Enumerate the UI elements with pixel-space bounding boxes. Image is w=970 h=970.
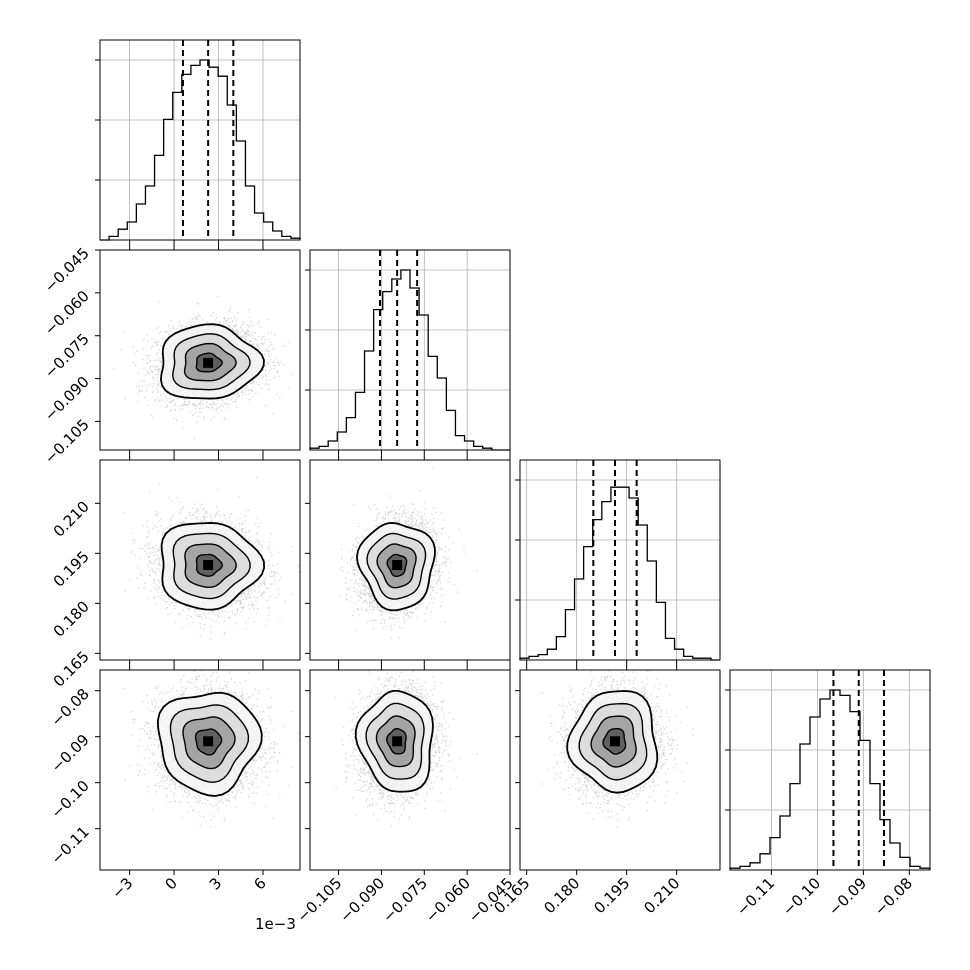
hist-panel-0 (95, 39, 301, 241)
scatter-frame-2-0 (99, 459, 301, 661)
x-tick-label-0-1: 0 (161, 874, 180, 893)
scatter-panel-2-0 (95, 455, 301, 665)
density-peak-2-1 (392, 560, 403, 570)
x-offset-label: 1e−3 (255, 915, 296, 933)
y-tick-label-2-1: 0.180 (50, 597, 93, 640)
y-tick-label-1-2: −0.075 (41, 330, 93, 382)
y-tick-label-2-3: 0.210 (50, 497, 93, 540)
hist-frame-2 (519, 459, 721, 661)
hist-frame-0 (99, 39, 301, 241)
x-tick-label-1-2: −0.075 (379, 874, 431, 926)
scatter-inner-2-0 (123, 476, 300, 640)
scatter-frame-3-2 (519, 669, 721, 871)
hist-panel-1 (305, 249, 511, 451)
x-tick-label-0-2: 3 (206, 874, 225, 893)
x-tick-label-2-1: 0.180 (540, 874, 583, 917)
scatter-frame-2-1 (309, 459, 511, 661)
x-tick-label-1-3: −0.060 (422, 874, 474, 926)
density-peak-2-0 (203, 560, 214, 570)
scatter-inner-3-1 (334, 670, 478, 827)
scatter-inner-3-0 (123, 670, 300, 828)
y-tick-label-1-3: −0.060 (41, 287, 93, 339)
density-peak-3-2 (610, 736, 620, 747)
scatter-inner-1-0 (113, 296, 293, 440)
scatter-inner-2-1 (339, 467, 478, 639)
x-tick-label-2-2: 0.195 (590, 874, 633, 917)
scatter-panel-2-1 (305, 455, 511, 665)
x-tick-label-3-2: −0.09 (825, 874, 870, 919)
y-tick-label-3-2: −0.09 (48, 731, 93, 776)
y-tick-label-3-1: −0.10 (48, 777, 93, 822)
hist-1 (309, 269, 510, 451)
scatter-panel-3-0 (95, 665, 301, 875)
scatter-frame-3-1 (309, 669, 511, 871)
scatter-frame-1-0 (99, 249, 301, 451)
density-peak-3-1 (392, 736, 403, 747)
x-tick-label-3-3: −0.08 (871, 874, 916, 919)
scatter-frame-3-0 (99, 669, 301, 871)
y-tick-label-1-0: −0.105 (41, 416, 93, 468)
scatter-panel-3-2 (515, 665, 721, 875)
panels-layer (95, 39, 931, 875)
x-tick-label-0-3: 6 (250, 874, 269, 893)
hist-2 (519, 486, 720, 661)
hist-panel-3 (725, 669, 931, 871)
x-tick-label-1-1: −0.090 (336, 874, 388, 926)
hist-0 (100, 59, 301, 241)
scatter-inner-3-2 (541, 670, 694, 828)
scatter-panel-1-0 (95, 245, 301, 455)
y-tick-label-3-3: −0.08 (48, 685, 93, 730)
x-tick-label-2-3: 0.210 (640, 874, 683, 917)
x-tick-label-1-0: −0.105 (293, 874, 345, 926)
x-tick-label-3-0: −0.11 (733, 874, 778, 919)
density-peak-3-0 (203, 736, 214, 747)
y-tick-label-1-1: −0.090 (41, 373, 93, 425)
y-tick-label-2-0: 0.165 (50, 647, 93, 690)
scatter-panel-3-1 (305, 665, 511, 875)
y-tick-label-3-0: −0.11 (48, 823, 93, 868)
y-tick-label-2-2: 0.195 (50, 547, 93, 590)
hist-frame-1 (309, 249, 511, 451)
y-tick-label-1-4: −0.045 (41, 244, 93, 296)
x-tick-label-3-1: −0.10 (779, 874, 824, 919)
x-tick-label-0-0: −3 (108, 874, 136, 902)
hist-3 (729, 689, 931, 870)
density-peak-1-0 (203, 357, 214, 368)
hist-panel-2 (515, 459, 721, 661)
hist-frame-3 (729, 669, 931, 871)
